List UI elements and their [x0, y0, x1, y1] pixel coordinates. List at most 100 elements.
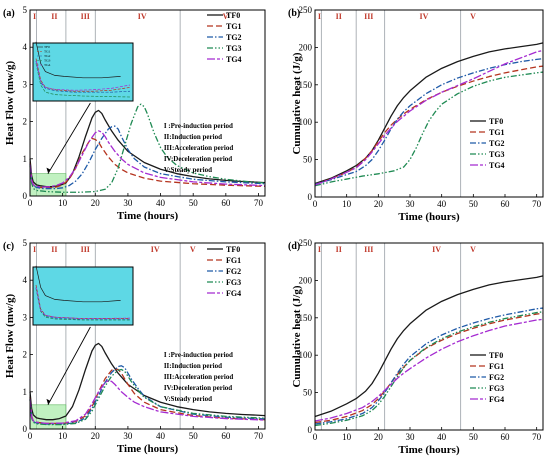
x-tick-label: 0: [313, 432, 318, 442]
zoom-arrow-head: [46, 398, 51, 404]
plot-frame: [314, 9, 544, 198]
y-tick-label: 4: [23, 42, 28, 52]
x-tick-label: 70: [254, 198, 264, 208]
x-axis-title: Time (hours): [117, 443, 179, 455]
period-note: I :Pre-induction period: [164, 122, 233, 130]
x-axis-title: Time (hours): [398, 211, 460, 223]
x-tick-label: 60: [221, 431, 231, 441]
inset-line-tg3: [35, 63, 131, 98]
y-tick-label: 3: [23, 312, 28, 322]
y-tick-label: 200: [299, 42, 313, 52]
series-line-tg3: [29, 103, 266, 193]
period-marker: V: [223, 12, 229, 21]
series-line-fg4: [29, 379, 266, 425]
period-marker: I: [318, 245, 321, 254]
period-marker: I: [33, 245, 36, 254]
period-note: IV:Deceleration period: [164, 155, 232, 163]
panel-b: 0 10 20 30 40 50 60 70 0 50 100 150 200 250 Time (hour…: [288, 5, 544, 223]
y-tick-label: 250: [299, 238, 313, 248]
y-tick-label: 5: [23, 5, 28, 15]
x-tick-label: 20: [91, 198, 101, 208]
period-marker: II: [51, 245, 57, 254]
x-tick-label: 30: [123, 198, 133, 208]
legend-label: TF0: [489, 117, 503, 126]
y-tick-label: 100: [299, 350, 313, 360]
period-marker: IV: [138, 12, 147, 21]
plot-frame: [314, 242, 544, 431]
y-tick-label: 50: [303, 388, 313, 398]
inset-legend-label: TF0: [44, 45, 50, 49]
x-axis-title: Time (hours): [398, 444, 460, 456]
x-tick-label: 60: [501, 199, 511, 209]
x-tick-label: 50: [189, 431, 199, 441]
panel-c: 0 10 20 30 40 50 60 70 0 1 2 3 4 5 Time (hours) Heat Fl…: [3, 238, 266, 455]
period-note: V:Steady period: [164, 166, 212, 174]
y-tick-label: 2: [23, 350, 28, 360]
legend-label: FG1: [226, 256, 241, 265]
plot-frame: [29, 242, 266, 430]
panel-letter: (c): [3, 241, 14, 252]
y-tick-label: 0: [23, 424, 28, 434]
y-tick-label: 200: [299, 275, 313, 285]
period-marker: IV: [420, 12, 429, 21]
inset-legend-label: TG3: [44, 59, 51, 63]
x-tick-label: 0: [313, 199, 318, 209]
y-tick-label: 250: [299, 5, 313, 15]
period-note: II:Induction period: [164, 133, 222, 141]
series-line-tf0: [29, 342, 266, 421]
series-line-tg3: [314, 71, 544, 187]
legend-label: FG4: [226, 289, 241, 298]
inset-legend-label: TG2: [44, 54, 51, 58]
series-line-fg3: [314, 311, 544, 427]
period-marker: II: [336, 12, 342, 21]
legend-label: FG3: [489, 384, 504, 393]
legend-label: TG1: [489, 128, 505, 137]
legend-label: FG1: [489, 362, 504, 371]
period-marker: III: [81, 12, 90, 21]
legend-label: TF0: [226, 11, 240, 20]
inset-legend-label: TG1: [44, 50, 51, 54]
y-tick-label: 0: [23, 191, 28, 201]
period-marker: III: [81, 245, 90, 254]
inset-line-tg4: [35, 60, 131, 91]
period-marker: II: [336, 245, 342, 254]
inset-line-tg1: [35, 58, 131, 92]
series-line-tf0: [314, 42, 544, 185]
y-tick-label: 0: [308, 192, 313, 202]
x-tick-label: 60: [221, 198, 231, 208]
legend-label: TG3: [489, 150, 505, 159]
x-axis-title: Time (hours): [117, 210, 179, 222]
series-line-tf0: [29, 109, 266, 188]
inset-plot: [32, 266, 134, 326]
x-tick-label: 70: [254, 431, 264, 441]
y-tick-label: 150: [299, 80, 313, 90]
period-marker: III: [364, 12, 373, 21]
period-note: IV:Deceleration period: [164, 384, 232, 392]
legend-label: TF0: [226, 245, 240, 254]
series-line-tg4: [29, 130, 266, 188]
x-tick-label: 30: [406, 432, 416, 442]
zoom-arrow-line: [47, 326, 91, 406]
x-tick-label: 40: [156, 431, 166, 441]
legend-label: TG2: [226, 33, 242, 42]
y-tick-label: 1: [23, 154, 28, 164]
y-tick-label: 2: [23, 117, 28, 127]
y-axis-title: Cumulative heat (J/g): [291, 52, 303, 154]
y-axis-title: Heat Flow (mw/g): [4, 61, 16, 146]
x-tick-label: 10: [58, 431, 68, 441]
x-tick-label: 70: [532, 432, 542, 442]
period-marker: I: [33, 12, 36, 21]
zoom-arrow-line: [47, 102, 91, 174]
legend-label: TG3: [226, 44, 242, 53]
legend-label: FG4: [489, 395, 504, 404]
period-marker: IV: [151, 245, 160, 254]
x-tick-label: 40: [156, 198, 166, 208]
series-line-fg1: [314, 312, 544, 424]
legend-label: TF0: [489, 351, 503, 360]
x-tick-label: 10: [342, 199, 352, 209]
series-line-fg1: [29, 368, 266, 425]
x-tick-label: 50: [469, 432, 479, 442]
x-tick-label: 70: [532, 199, 542, 209]
panel-letter: (b): [288, 8, 300, 19]
